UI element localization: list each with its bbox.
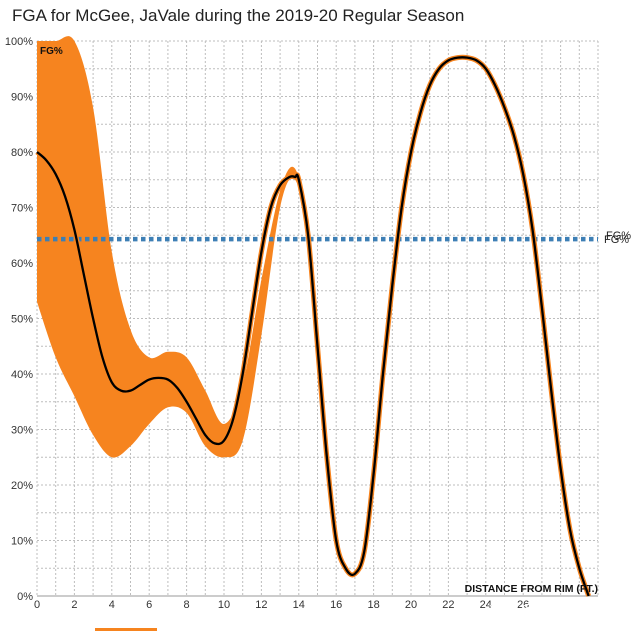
- series-tag: FG%: [40, 46, 63, 57]
- y-tick-label: 30%: [11, 425, 33, 437]
- y-tick-label: 10%: [11, 536, 33, 548]
- x-tick-label: 4: [109, 599, 115, 611]
- x-axis-ticks: 0 2 4 6 8 10 12 14 16 18 20 22 24 26: [34, 599, 529, 611]
- y-tick-label: 70%: [11, 203, 33, 215]
- y-tick-label: 50%: [11, 314, 33, 326]
- y-tick-label: 90%: [11, 92, 33, 104]
- x-tick-label: 8: [184, 599, 190, 611]
- x-tick-label: 26: [517, 599, 529, 611]
- x-tick-label: 16: [330, 599, 342, 611]
- y-tick-label: 60%: [11, 258, 33, 270]
- chart-title: FGA for McGee, JaVale during the 2019-20…: [12, 6, 465, 25]
- watermark: 头条 @小黎侃侃球: [488, 601, 604, 618]
- x-tick-label: 14: [293, 599, 305, 611]
- x-tick-label: 12: [255, 599, 267, 611]
- y-axis-ticks: 0% 10% 20% 30% 40% 50% 60% 70% 80% 90% 100%: [5, 36, 33, 603]
- x-axis-label: DISTANCE FROM RIM (FT.): [465, 583, 598, 595]
- y-tick-label: 20%: [11, 480, 33, 492]
- reference-line-label-shadow: FG%: [604, 234, 629, 246]
- x-tick-label: 18: [367, 599, 379, 611]
- confidence-band: [37, 36, 318, 458]
- y-tick-label: 100%: [5, 36, 33, 48]
- x-tick-label: 0: [34, 599, 40, 611]
- y-tick-label: 40%: [11, 369, 33, 381]
- x-tick-label: 6: [146, 599, 152, 611]
- y-tick-label: 80%: [11, 147, 33, 159]
- x-tick-label: 2: [71, 599, 77, 611]
- x-tick-label: 24: [480, 599, 492, 611]
- x-tick-label: 22: [442, 599, 454, 611]
- legend-swatch: [95, 628, 157, 631]
- x-tick-label: 20: [405, 599, 417, 611]
- reference-line-label: FG%: [606, 230, 631, 242]
- x-tick-label: 10: [218, 599, 230, 611]
- y-tick-label: 0%: [17, 591, 33, 603]
- fg-curve: [36, 56, 590, 597]
